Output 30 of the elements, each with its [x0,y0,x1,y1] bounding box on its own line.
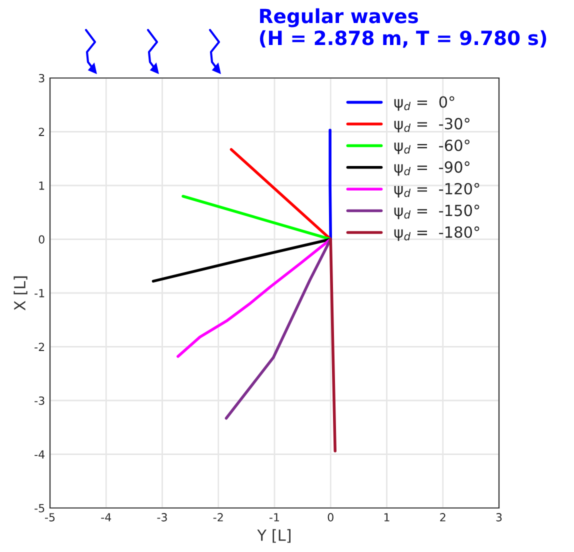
legend-label: ψ$_{d}$ = -60° [394,140,470,154]
x-tick-label: 2 [440,513,446,522]
x-tick-label: -5 [45,513,55,522]
y-tick-label: -4 [34,450,45,458]
legend-label: ψ$_{d}$ = -150° [394,204,480,220]
x-tick-label: 0 [328,513,334,522]
y-tick-label: -5 [34,504,44,512]
y-tick-label: 2 [38,128,44,136]
legend-label: ψ$_{d}$ = -180° [394,226,480,241]
x-tick-label: -3 [157,513,167,522]
legend-label: ψ$_{d}$ = -30° [394,118,470,132]
line-series [224,238,332,420]
line-series [176,238,332,358]
legend-label: ψ$_{d}$ = 0° [394,96,454,111]
y-tick-label: 3 [38,74,44,82]
y-tick-label: -3 [34,396,44,405]
y-axis-title: X [L] [14,276,28,310]
y-tick-label: 0 [38,235,44,244]
y-tick-label: 1 [39,182,44,190]
legend-label: ψ$_{d}$ = -120° [394,182,480,198]
y-tick-label: -2 [34,342,44,351]
x-tick-label: -1 [270,513,280,522]
x-tick-label: -2 [213,513,223,522]
x-tick-label: 1 [384,513,390,522]
x-tick-label: 3 [496,513,502,522]
legend-label: ψ$_{d}$ = -90° [394,161,470,176]
chart-title: Regular waves (H = 2.878 m, T = 9.780 s) [260,8,546,48]
x-axis-title: Y [L] [257,529,290,543]
x-tick-label: -4 [101,513,112,522]
y-tick-label: -1 [34,289,44,298]
